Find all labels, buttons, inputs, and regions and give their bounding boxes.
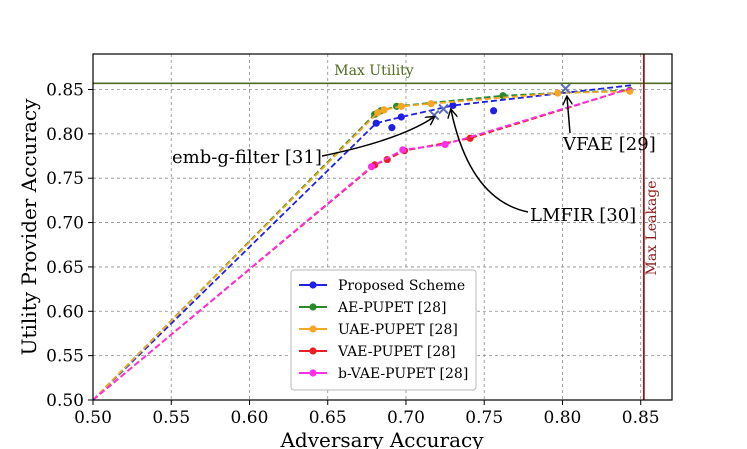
legend-swatch-marker [309,303,317,311]
series-line-3 [93,86,634,400]
x-tick-label: 0.60 [231,408,269,428]
legend-label: Proposed Scheme [338,278,465,294]
y-tick-label: 0.80 [46,125,84,145]
reference-lines [93,54,672,400]
annotations: emb-g-filter [31] LMFIR [30] VFAE [29] [172,97,656,226]
y-tick-label: 0.65 [46,258,84,278]
x-axis-label: Adversary Accuracy [279,428,484,449]
series-point [397,102,405,110]
x-tick-label: 0.75 [465,408,503,428]
series-point [397,113,405,121]
series-point [441,140,449,149]
series-line-0 [93,84,634,400]
y-axis-label: Utility Provider Accuracy [17,98,41,355]
legend-entry-1: AE-PUPET [28] [299,300,446,316]
x-tick-label: 0.85 [622,408,660,428]
series-point [380,106,388,114]
annotation-vfae: VFAE [29] [562,134,656,155]
legend-swatch-marker [309,347,317,355]
series-point [449,101,457,110]
y-tick-label: 0.60 [46,302,84,322]
max-leakage-label: Max Leakage [644,180,660,275]
series-4 [93,86,634,400]
y-tick-label: 0.75 [46,169,84,189]
legend-label: AE-PUPET [28] [337,300,446,316]
x-tick-label: 0.55 [152,408,190,428]
series-point [374,108,382,117]
legend-swatch-marker [309,325,317,333]
legend-box [290,269,477,391]
legend-label: UAE-PUPET [28] [338,322,458,338]
y-tick-label: 0.55 [46,347,84,367]
legend-entry-3: VAE-PUPET [28] [299,344,456,360]
legend-swatch-marker [309,369,317,377]
annotation-emb-g-filter: emb-g-filter [31] [172,147,322,168]
series-2 [93,87,634,400]
y-tick-label: 0.85 [46,80,84,100]
annotation-arrow-lmfir [451,110,529,213]
ticks: 0.50 0.55 0.60 0.65 0.70 0.75 0.80 0.85 0.50 0.55… [46,80,659,428]
y-tick-label: 0.70 [46,214,84,234]
baseline-marker-stroke [438,103,449,115]
legend-entry-0: Proposed Scheme [299,278,465,294]
series-point [372,119,380,127]
baseline-marker-1 [438,103,449,115]
annotation-arrow-vfae [567,97,570,134]
series-point [388,124,396,132]
legend-entry-4: b-VAE-PUPET [28] [299,366,468,382]
y-tick-label: 0.50 [46,391,84,411]
legend-swatch-marker [309,281,317,289]
max-utility-label: Max Utility [334,63,414,79]
legend-label: VAE-PUPET [28] [337,344,456,360]
x-tick-label: 0.70 [387,408,425,428]
legend-entry-2: UAE-PUPET [28] [299,322,458,338]
baselines [428,83,571,121]
series-point [427,100,435,108]
series-point [490,107,498,115]
series-point [399,146,407,154]
legend: Proposed Scheme AE-PUPET [28] UAE-PUPET [2… [290,269,477,391]
plot-frame [92,53,673,401]
annotation-arrow-emb-g-filter [321,117,434,157]
series-point [367,163,376,171]
x-tick-label: 0.80 [544,408,582,428]
legend-label: b-VAE-PUPET [28] [338,366,468,382]
baseline-marker-2 [560,83,571,94]
x-tick-label: 0.65 [309,408,347,428]
annotation-lmfir: LMFIR [30] [530,205,636,226]
series-0 [93,84,634,400]
series [93,84,634,400]
x-tick-label: 0.50 [74,408,112,428]
series-point [554,89,562,97]
baseline-marker-stroke [560,83,571,94]
